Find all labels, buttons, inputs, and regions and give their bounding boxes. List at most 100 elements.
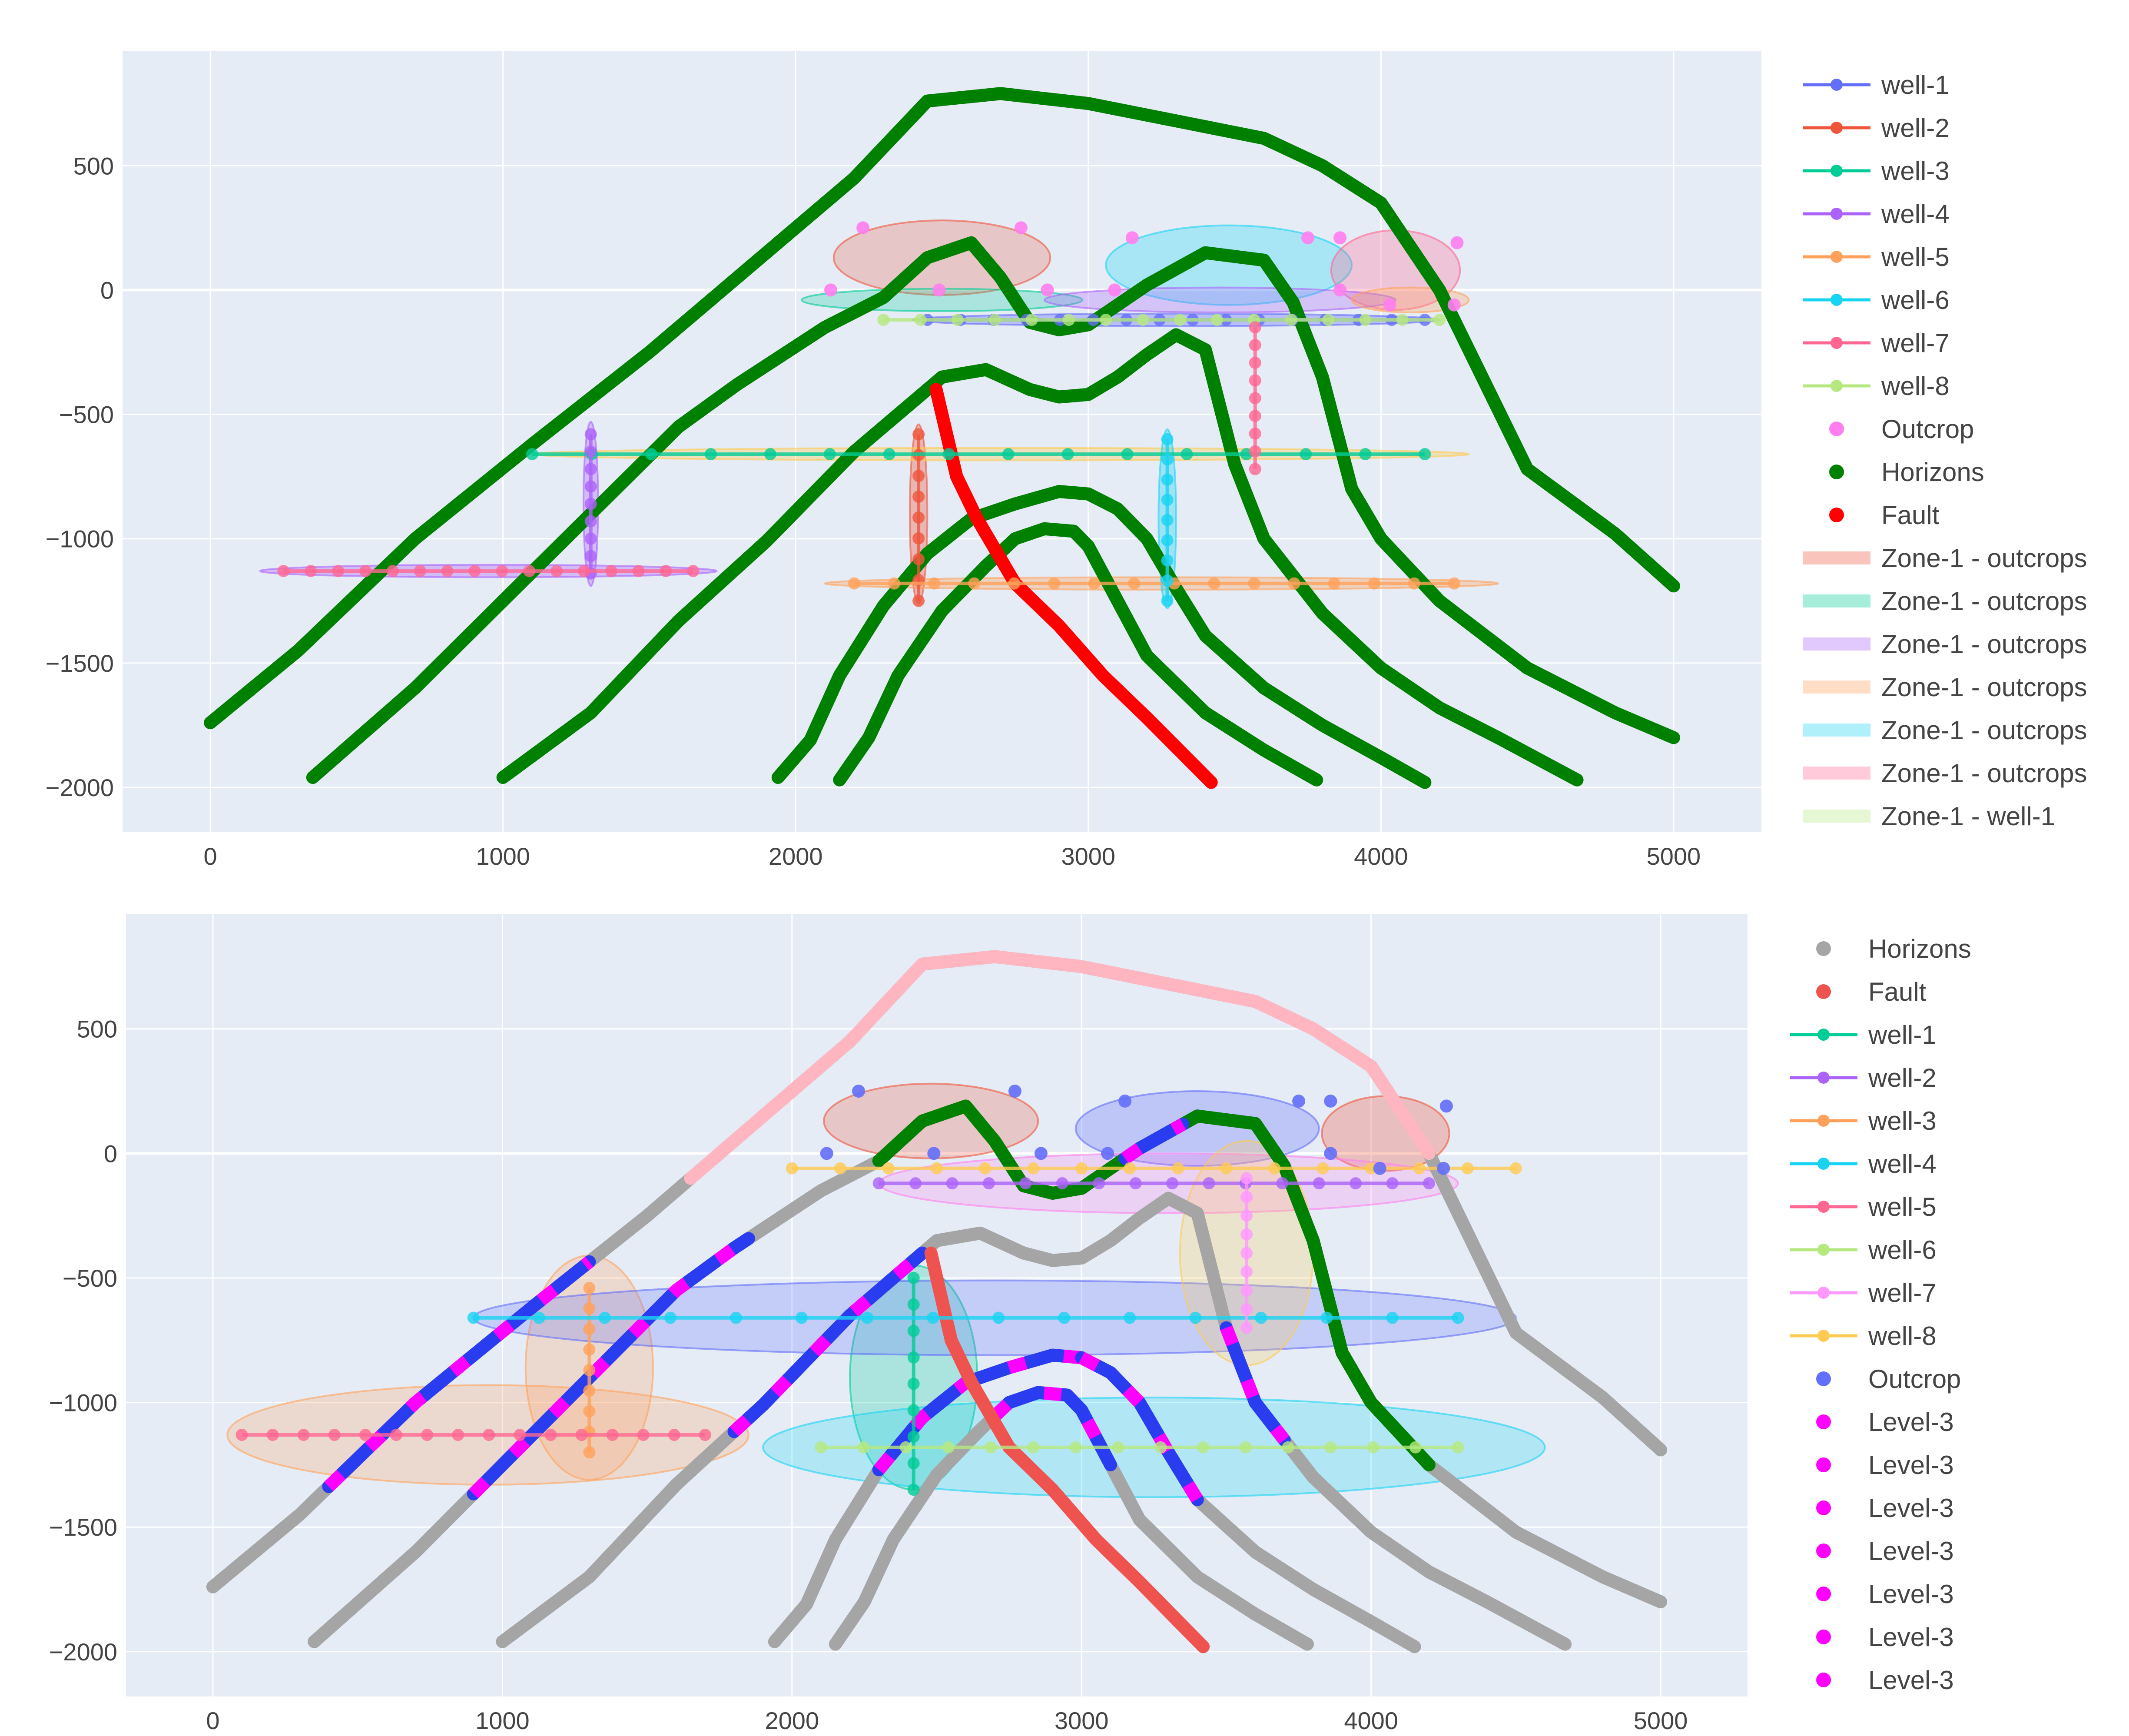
x-tick-label: 5000 bbox=[1647, 843, 1701, 870]
well-point bbox=[1423, 1177, 1435, 1190]
well-point bbox=[668, 1429, 680, 1441]
legend-label: Horizons bbox=[1868, 934, 1971, 963]
y-tick-label: −500 bbox=[59, 401, 114, 428]
well-trace-well-8 bbox=[786, 1162, 1522, 1175]
well-point bbox=[1166, 1177, 1179, 1190]
well-point bbox=[452, 1429, 464, 1441]
well-point bbox=[985, 1441, 997, 1454]
well-point bbox=[909, 1177, 922, 1190]
well-point bbox=[704, 448, 717, 461]
well-point bbox=[1240, 1321, 1253, 1334]
well-point bbox=[584, 428, 597, 441]
well-point bbox=[1154, 1441, 1167, 1454]
outcrop-point bbox=[1437, 1162, 1450, 1175]
well-point bbox=[1386, 1311, 1399, 1324]
well-point bbox=[1268, 1162, 1281, 1175]
well-point bbox=[942, 1441, 955, 1454]
y-tick-label: −1000 bbox=[49, 1389, 117, 1417]
well-point bbox=[235, 1429, 248, 1441]
well-point bbox=[1249, 410, 1261, 422]
well-point bbox=[951, 314, 964, 326]
well-trace-well-5 bbox=[848, 577, 1460, 590]
well-point bbox=[1452, 1311, 1464, 1324]
outcrop-point bbox=[1450, 236, 1464, 249]
well-trace-well-2 bbox=[872, 1177, 1435, 1190]
well-point bbox=[1240, 1228, 1253, 1241]
x-tick-label: 2000 bbox=[769, 843, 823, 870]
legend-marker-symbol bbox=[1816, 1414, 1831, 1429]
legend-marker-symbol bbox=[1816, 1543, 1831, 1558]
well-point bbox=[946, 1177, 958, 1190]
outcrop-point bbox=[1118, 1094, 1132, 1108]
well-point bbox=[882, 1162, 895, 1175]
legend-label: Horizons bbox=[1881, 458, 1984, 487]
well-point bbox=[1025, 314, 1038, 326]
well-point bbox=[1211, 314, 1224, 326]
outcrop-point bbox=[1373, 1162, 1386, 1175]
outcrop-point bbox=[1292, 1094, 1306, 1108]
well-point bbox=[1181, 448, 1193, 461]
legend-label: Zone-1 - well-1 bbox=[1881, 802, 2055, 831]
well-trace-well-6 bbox=[815, 1441, 1464, 1454]
outcrop-point bbox=[1333, 283, 1347, 297]
x-tick-label: 0 bbox=[206, 1707, 219, 1734]
well-trace-well-2 bbox=[912, 428, 925, 607]
legend-label: Zone-1 - outcrops bbox=[1881, 673, 2087, 702]
well-trace-well-6 bbox=[1161, 433, 1174, 607]
legend-marker-symbol bbox=[1816, 1500, 1831, 1515]
x-tick-label: 3000 bbox=[1061, 843, 1115, 870]
legend-marker-symbol bbox=[1816, 1587, 1831, 1601]
outcrop-zone-ellipse bbox=[1105, 224, 1353, 306]
y-tick-label: 0 bbox=[100, 276, 114, 304]
well-point bbox=[1239, 1441, 1252, 1454]
outcrop-point bbox=[1101, 1147, 1114, 1160]
well-point bbox=[1249, 463, 1261, 475]
well-point bbox=[1174, 314, 1186, 326]
horizon-line bbox=[833, 522, 1323, 787]
legend-label: Level-3 bbox=[1868, 1623, 1954, 1652]
legend-marker-symbol bbox=[1817, 1072, 1830, 1084]
well-point bbox=[606, 1429, 619, 1441]
well-point bbox=[914, 314, 927, 326]
legend-marker-symbol bbox=[1817, 1115, 1830, 1127]
well-point bbox=[1350, 1177, 1362, 1190]
y-tick-label: 0 bbox=[104, 1140, 117, 1167]
well-point bbox=[1129, 1177, 1142, 1190]
well-point bbox=[584, 480, 597, 493]
legend-label: Level-3 bbox=[1868, 1537, 1954, 1566]
well-point bbox=[1240, 1303, 1253, 1315]
well-point bbox=[1320, 1311, 1333, 1324]
well-point bbox=[899, 1441, 912, 1454]
well-point bbox=[514, 1429, 526, 1441]
outcrop-point bbox=[1125, 231, 1139, 245]
well-point bbox=[1386, 1177, 1399, 1190]
outcrop-point bbox=[1034, 1147, 1048, 1160]
well-point bbox=[1056, 1177, 1068, 1190]
well-point bbox=[1509, 1162, 1522, 1175]
well-point bbox=[1112, 1441, 1124, 1454]
horizon-level-segment bbox=[727, 1246, 929, 1438]
well-point bbox=[907, 1484, 920, 1496]
well-point bbox=[637, 1429, 650, 1441]
well-point bbox=[912, 553, 925, 565]
well-point bbox=[526, 448, 538, 461]
well-point bbox=[390, 1429, 402, 1441]
plot-area bbox=[204, 87, 1680, 789]
well-point bbox=[815, 1441, 827, 1454]
legend-label: Level-3 bbox=[1868, 1494, 1954, 1523]
well-point bbox=[266, 1429, 279, 1441]
well-point bbox=[550, 565, 563, 578]
well-point bbox=[1408, 577, 1420, 590]
well-point bbox=[1255, 1311, 1267, 1324]
well-point bbox=[1100, 314, 1112, 326]
well-point bbox=[584, 532, 597, 545]
well-point bbox=[877, 314, 890, 326]
chart-panel-2: 0 1000 2000 3000 4000 50005000−500−1000−1500−… bbox=[49, 914, 1971, 1734]
well-point bbox=[1197, 1441, 1210, 1454]
well-point bbox=[968, 577, 981, 590]
legend-label: well-8 bbox=[1868, 1321, 1937, 1351]
well-point bbox=[1161, 494, 1174, 506]
legend-marker-symbol bbox=[1817, 1029, 1830, 1041]
well-point bbox=[857, 1441, 870, 1454]
fault-line bbox=[929, 383, 1218, 789]
